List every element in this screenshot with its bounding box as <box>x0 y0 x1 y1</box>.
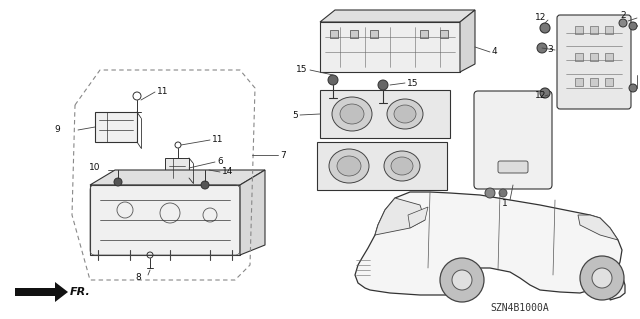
Circle shape <box>580 256 624 300</box>
Circle shape <box>114 178 122 186</box>
Text: 15: 15 <box>407 78 419 87</box>
Text: 6: 6 <box>217 158 223 167</box>
Bar <box>440 30 448 38</box>
Ellipse shape <box>337 156 361 176</box>
Bar <box>605 26 613 34</box>
Bar <box>420 30 428 38</box>
Polygon shape <box>355 192 625 300</box>
Polygon shape <box>317 142 447 190</box>
Circle shape <box>378 80 388 90</box>
Text: 14: 14 <box>222 167 234 176</box>
Ellipse shape <box>394 105 416 123</box>
Bar <box>575 53 583 61</box>
Circle shape <box>629 84 637 92</box>
Text: 12: 12 <box>534 13 546 23</box>
Polygon shape <box>320 22 460 72</box>
Bar <box>350 30 358 38</box>
Text: 4: 4 <box>492 48 498 56</box>
Text: 8: 8 <box>135 273 141 283</box>
Circle shape <box>540 23 550 33</box>
Circle shape <box>328 75 338 85</box>
Polygon shape <box>375 198 425 235</box>
Bar <box>330 30 338 38</box>
Polygon shape <box>320 90 450 138</box>
Circle shape <box>499 189 507 197</box>
Circle shape <box>540 88 550 98</box>
FancyBboxPatch shape <box>474 91 552 189</box>
Circle shape <box>537 43 547 53</box>
Bar <box>590 78 598 86</box>
Text: 9: 9 <box>54 125 60 135</box>
Ellipse shape <box>329 149 369 183</box>
Bar <box>165 158 189 178</box>
Text: SZN4B1000A: SZN4B1000A <box>490 303 548 313</box>
Bar <box>95 112 137 142</box>
Bar <box>590 53 598 61</box>
Polygon shape <box>15 282 68 302</box>
Bar <box>575 26 583 34</box>
Ellipse shape <box>391 157 413 175</box>
Polygon shape <box>240 170 265 255</box>
Text: 1: 1 <box>502 198 508 207</box>
Text: 13: 13 <box>639 70 640 79</box>
Bar <box>370 30 378 38</box>
Polygon shape <box>578 215 618 240</box>
Text: 12: 12 <box>534 92 546 100</box>
Bar <box>605 78 613 86</box>
Circle shape <box>452 270 472 290</box>
Circle shape <box>201 181 209 189</box>
Ellipse shape <box>387 99 423 129</box>
Text: 11: 11 <box>157 87 168 97</box>
Text: 11: 11 <box>212 136 223 145</box>
Bar <box>590 26 598 34</box>
Ellipse shape <box>332 97 372 131</box>
Circle shape <box>629 22 637 30</box>
Ellipse shape <box>384 151 420 181</box>
Text: 3: 3 <box>547 46 553 55</box>
Circle shape <box>485 188 495 198</box>
Polygon shape <box>90 170 265 185</box>
FancyBboxPatch shape <box>557 15 631 109</box>
Polygon shape <box>460 10 475 72</box>
Ellipse shape <box>340 104 364 124</box>
FancyBboxPatch shape <box>498 161 528 173</box>
Text: 2: 2 <box>620 11 626 20</box>
Polygon shape <box>320 10 475 22</box>
Circle shape <box>592 268 612 288</box>
Text: FR.: FR. <box>70 287 91 297</box>
Text: 7: 7 <box>280 151 285 160</box>
Text: 10: 10 <box>88 164 100 173</box>
Bar <box>575 78 583 86</box>
Text: 15: 15 <box>296 65 307 75</box>
Polygon shape <box>90 185 240 255</box>
Polygon shape <box>408 207 428 228</box>
Circle shape <box>440 258 484 302</box>
Text: 13: 13 <box>639 20 640 29</box>
Text: 5: 5 <box>292 110 298 120</box>
Circle shape <box>619 19 627 27</box>
Bar <box>605 53 613 61</box>
